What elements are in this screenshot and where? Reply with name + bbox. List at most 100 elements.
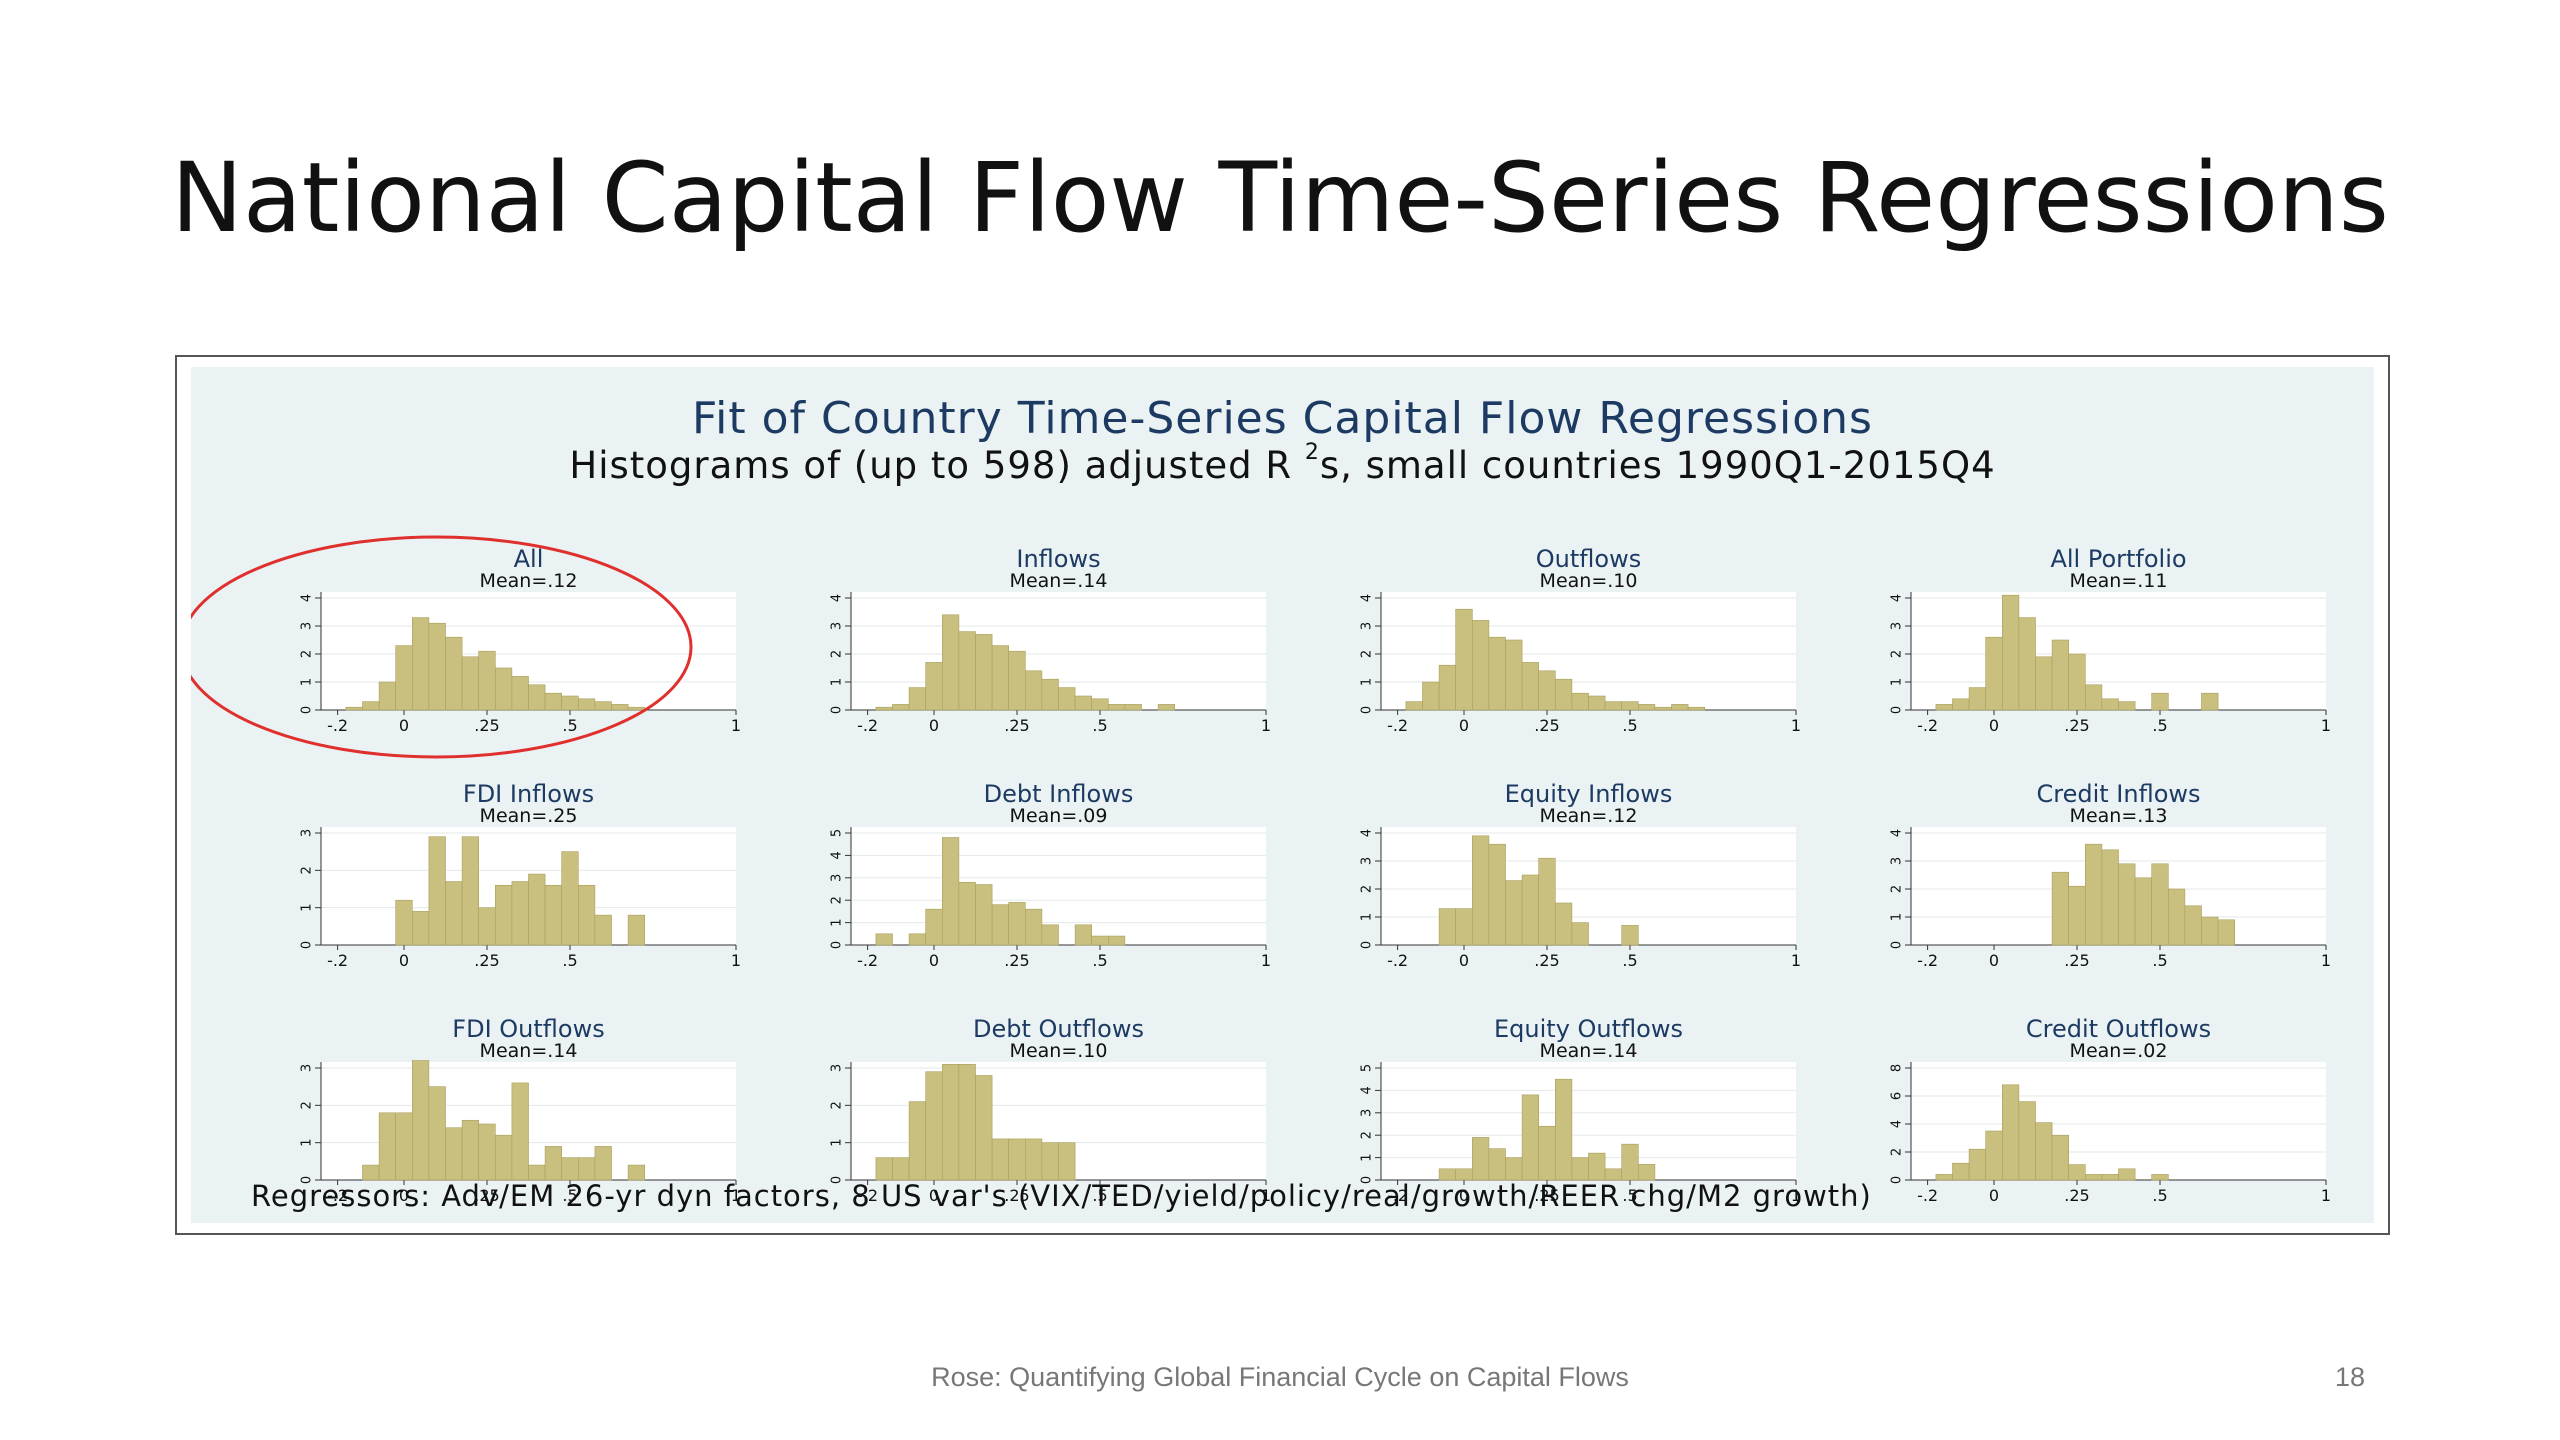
y-tick-label: 0 [300, 941, 315, 949]
y-tick-label: 3 [300, 829, 315, 837]
histogram-bar [412, 1060, 430, 1181]
histogram-bar [1422, 681, 1440, 711]
x-tick-label: .25 [1534, 951, 1559, 970]
panel-title: Credit Outflows [2026, 1015, 2211, 1043]
histogram-bar [2085, 1174, 2103, 1181]
histogram-bar [2068, 885, 2086, 946]
histogram-bar [908, 933, 926, 946]
panel-title: Equity Inflows [1505, 780, 1673, 808]
histogram-bar [2151, 1174, 2169, 1181]
histogram-bar [345, 706, 363, 711]
histogram-bar [2018, 1101, 2036, 1181]
histogram-bar [2118, 701, 2136, 711]
histogram-bar [1107, 704, 1126, 711]
histogram-bar [544, 692, 563, 711]
histogram-bar [1024, 1138, 1043, 1181]
x-tick-label: .25 [2064, 951, 2089, 970]
histogram-bar [412, 911, 430, 946]
histogram-bar [445, 881, 463, 946]
y-tick-label: 5 [1360, 1064, 1375, 1072]
panel-title: FDI Outflows [452, 1015, 604, 1043]
histogram-bar [395, 899, 413, 946]
panel-mean-label: Mean=.09 [1010, 805, 1108, 827]
page-number: 18 [2335, 1362, 2366, 1392]
histogram-bar [2085, 843, 2103, 946]
histogram-bar [395, 645, 413, 711]
x-tick-label: .5 [2152, 716, 2167, 735]
histogram-bar [494, 1134, 513, 1181]
y-tick-label: 1 [1890, 913, 1905, 921]
x-tick-label: 0 [929, 951, 939, 970]
histogram-bar [1074, 924, 1092, 946]
x-tick-label: 0 [1459, 716, 1469, 735]
histogram-bar [511, 881, 529, 946]
x-tick-label: 0 [1989, 951, 1999, 970]
histogram-bar [991, 645, 1009, 711]
x-tick-label: .25 [474, 1186, 499, 1205]
histogram-bar [1952, 698, 1970, 711]
histogram-bar [494, 667, 513, 711]
histogram-bar [892, 1157, 910, 1181]
histogram-bar [975, 884, 993, 946]
histogram-bar [1041, 1142, 1059, 1181]
histogram-bar [1472, 620, 1490, 711]
histogram-bar [875, 933, 893, 946]
histogram-bar [1555, 1078, 1573, 1181]
histogram-bar [875, 1157, 893, 1181]
histogram-bar [1488, 843, 1506, 946]
histogram-bar [428, 622, 446, 711]
y-tick-label: 0 [1890, 706, 1905, 714]
histogram-bar [1074, 695, 1092, 711]
histogram-bar [1621, 1143, 1639, 1181]
histogram-bar [1654, 706, 1672, 711]
panel-mean-label: Mean=.14 [1010, 570, 1108, 592]
histogram-bar [2085, 684, 2103, 711]
y-tick-label: 2 [830, 1101, 845, 1109]
histogram-bar [941, 837, 960, 946]
histogram-bar [1621, 925, 1639, 946]
histogram-bar [478, 1123, 496, 1181]
histogram-bar [1604, 701, 1622, 711]
x-tick-label: 1 [731, 716, 741, 735]
histogram-bar [611, 704, 629, 711]
histogram-bar [1488, 636, 1506, 711]
panel-mean-label: Mean=.11 [2070, 570, 2168, 592]
y-tick-label: 1 [1360, 1153, 1375, 1161]
x-tick-label: -.2 [857, 1186, 878, 1205]
histogram-bar [561, 1157, 579, 1181]
histogram-bar [1588, 695, 1606, 711]
histogram-bar [1638, 1164, 1656, 1181]
x-tick-label: 0 [1459, 1186, 1469, 1205]
y-tick-label: 1 [1890, 678, 1905, 686]
figure-subtitle: Histograms of (up to 598) adjusted R 2s,… [191, 441, 2374, 484]
x-tick-label: 1 [1791, 951, 1801, 970]
x-tick-label: 0 [399, 1186, 409, 1205]
histogram-bar [1521, 1094, 1539, 1181]
y-tick-label: 1 [1360, 913, 1375, 921]
x-tick-label: .5 [2152, 951, 2167, 970]
histogram-bar [1107, 935, 1126, 946]
x-tick-label: .5 [1622, 1186, 1637, 1205]
histogram-bar [1124, 704, 1142, 711]
histogram-bar [1687, 706, 1705, 711]
histogram-bar [627, 706, 646, 711]
histogram-bar [908, 1101, 926, 1181]
histogram-bar [1405, 701, 1423, 711]
histogram-bar [1985, 636, 2003, 711]
histogram-bar [577, 884, 596, 946]
y-tick-label: 2 [300, 866, 315, 874]
y-tick-label: 4 [1890, 594, 1905, 602]
y-tick-label: 0 [1360, 706, 1375, 714]
highlight-circle [191, 535, 693, 759]
histogram-bar [528, 873, 546, 946]
histogram-bar [941, 614, 960, 711]
y-tick-label: 4 [830, 594, 845, 602]
subtitle-superscript: 2 [1304, 439, 1320, 465]
histogram-bar [494, 884, 513, 946]
panel-mean-label: Mean=.10 [1540, 570, 1638, 592]
histogram-bar [975, 634, 993, 711]
histogram-bar [1968, 1148, 1986, 1181]
histogram-bar [925, 1071, 943, 1181]
x-tick-label: .5 [562, 716, 577, 735]
histogram-bar [511, 1082, 529, 1181]
